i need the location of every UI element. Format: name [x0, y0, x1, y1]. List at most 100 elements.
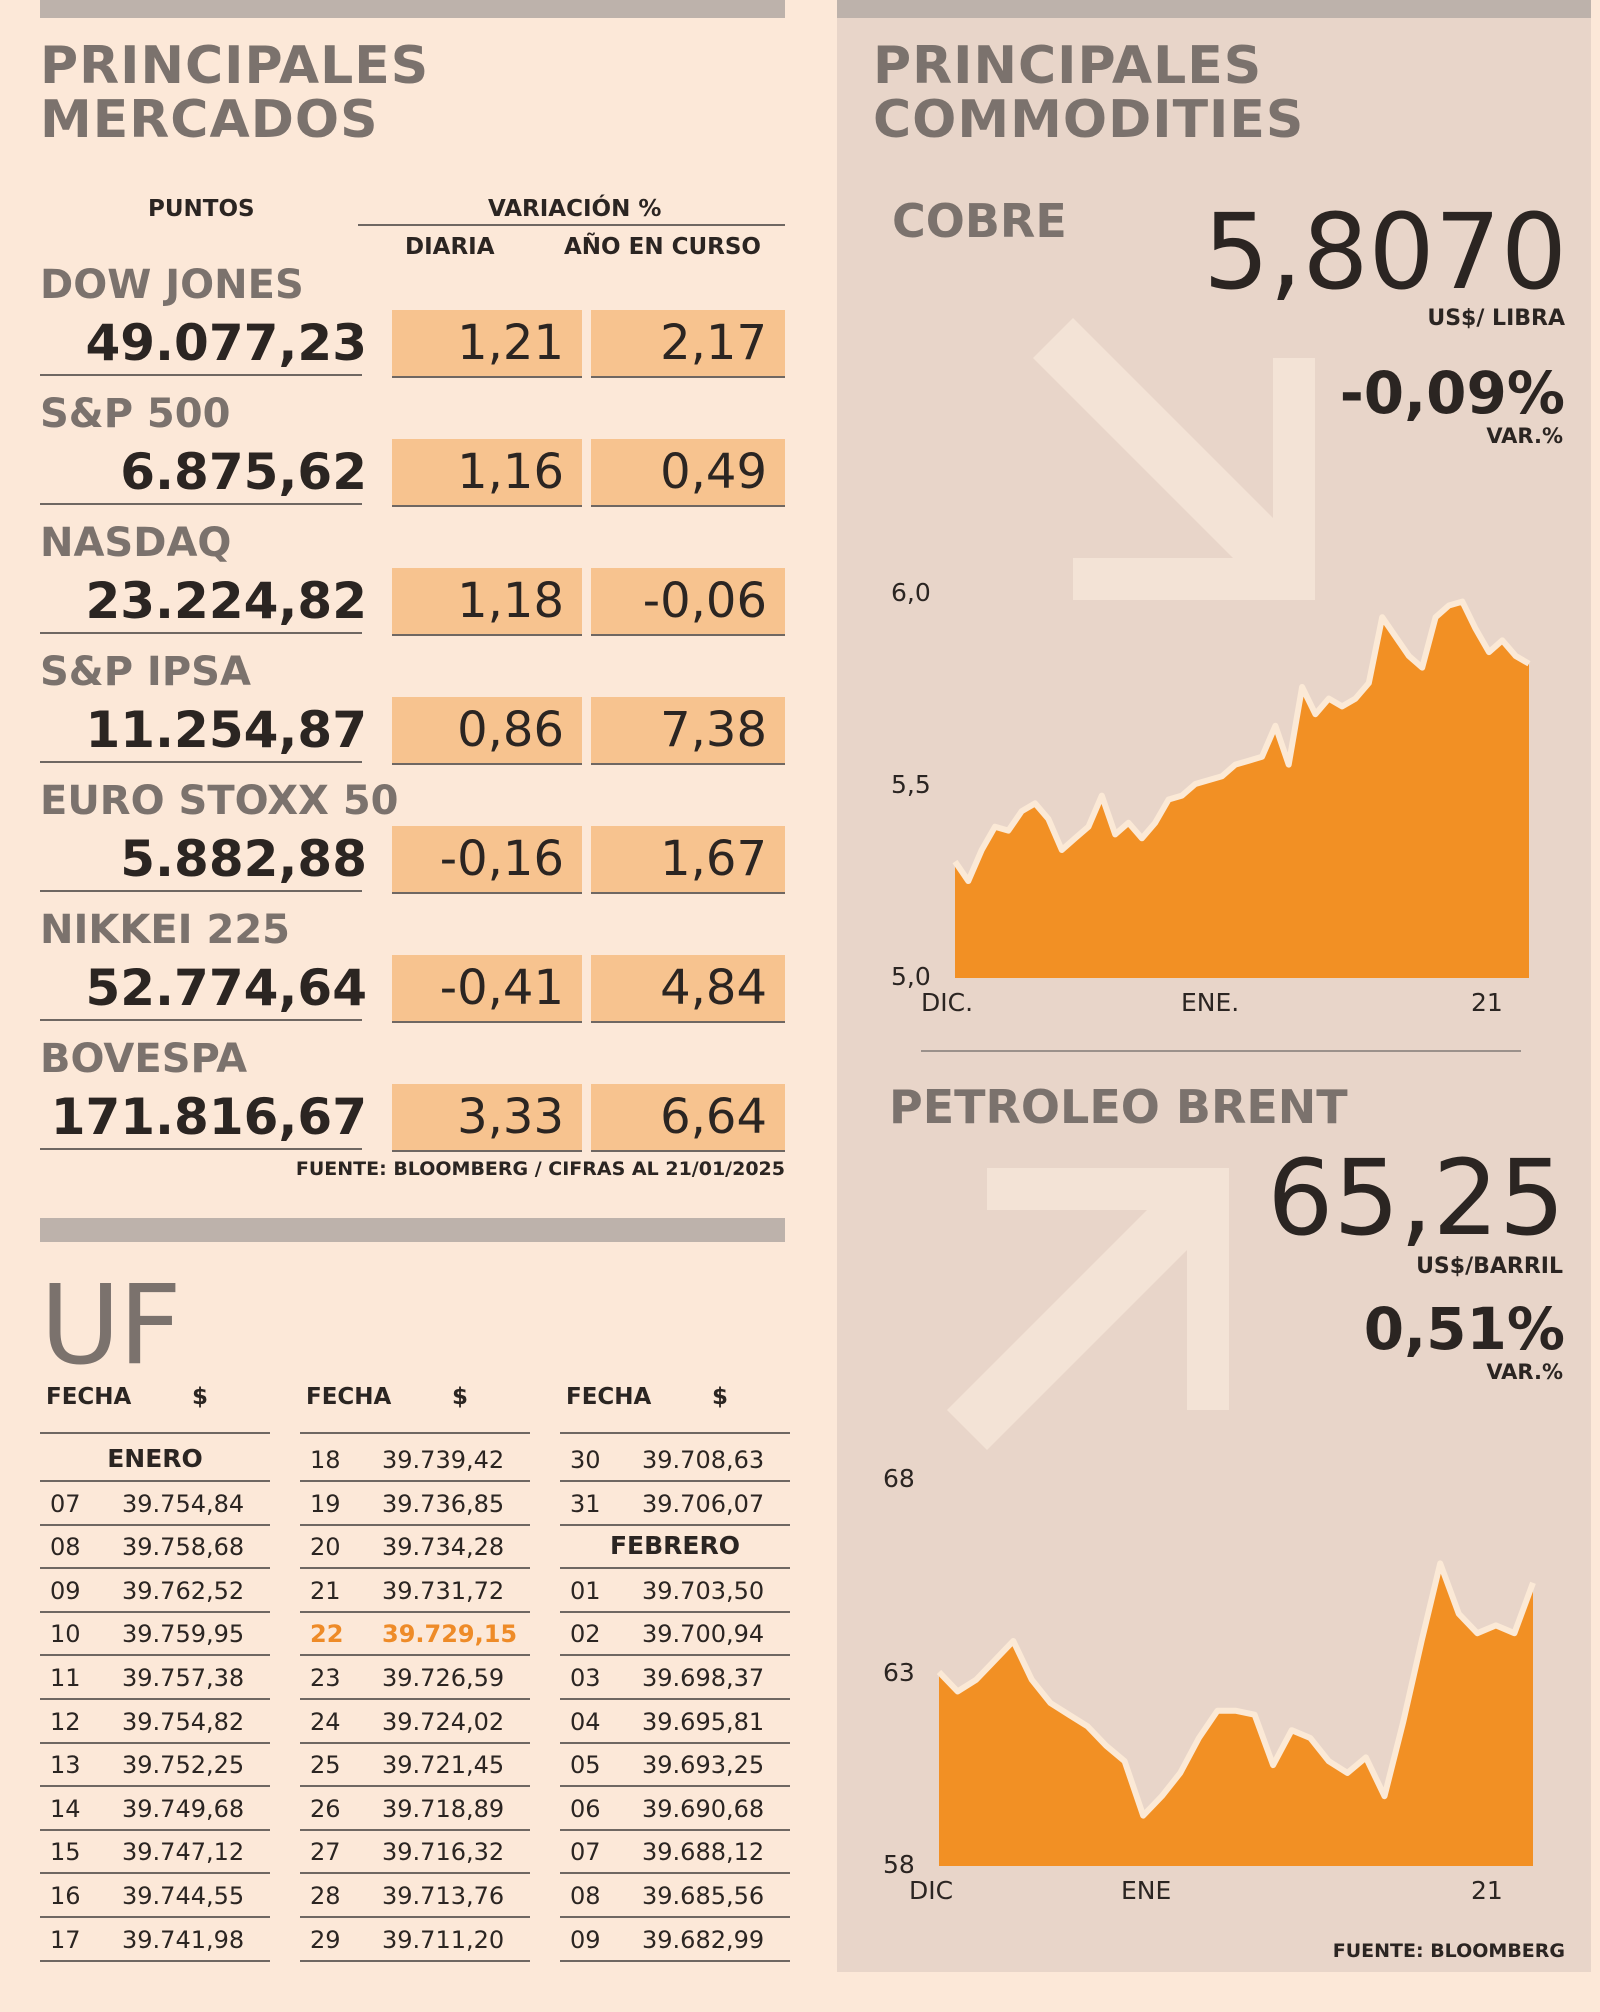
copper-ytick-0: 6,0: [891, 578, 931, 607]
market-points: 171.816,67: [50, 1088, 367, 1146]
uf-value: 39.731,72: [382, 1576, 505, 1605]
copper-xtick-2: 21: [1471, 988, 1503, 1017]
market-row-underline: [40, 1019, 362, 1021]
uf-row-line: [40, 1959, 270, 1962]
uf-row-line: [300, 1959, 530, 1962]
uf-row-line: [300, 1916, 530, 1918]
uf-date: 06: [570, 1794, 601, 1823]
uf-row-line: [40, 1916, 270, 1918]
market-points: 11.254,87: [85, 701, 367, 759]
uf-date: 01: [570, 1576, 601, 1605]
uf-date: 03: [570, 1664, 601, 1692]
market-daily-change: 0,86: [392, 697, 582, 765]
uf-row-line: [40, 1567, 270, 1570]
uf-row-line: [40, 1872, 270, 1875]
uf-value: 39.688,12: [642, 1838, 765, 1867]
uf-date: 18: [310, 1446, 341, 1474]
brent-ytick-2: 58: [883, 1850, 915, 1879]
uf-month-label: FEBRERO: [609, 1531, 741, 1561]
arrow-up-right-icon: [947, 1168, 1229, 1450]
market-row-underline: [40, 761, 362, 763]
uf-date: 09: [50, 1576, 81, 1605]
uf-value: 39.682,99: [642, 1925, 765, 1954]
uf-value: 39.724,02: [382, 1707, 505, 1736]
market-name: NASDAQ: [40, 520, 232, 566]
uf-date: 07: [50, 1489, 81, 1518]
uf-value: 39.741,98: [122, 1925, 245, 1954]
uf-value: 39.706,07: [642, 1489, 765, 1518]
market-row-underline: [40, 632, 362, 634]
uf-value: 39.754,84: [122, 1489, 245, 1518]
brent-chart: [936, 1560, 1536, 1866]
market-ytd-change: 1,67: [591, 826, 785, 894]
copper-unit: US$/ LIBRA: [1427, 306, 1565, 331]
market-name: EURO STOXX 50: [40, 778, 399, 824]
uf-row-line: [300, 1698, 530, 1700]
uf-value: 39.734,28: [382, 1533, 505, 1562]
uf-date: 16: [50, 1882, 81, 1910]
brent-ytick-1: 63: [883, 1658, 915, 1687]
brent-xtick-2: 21: [1471, 1876, 1503, 1905]
uf-value: 39.721,45: [382, 1751, 505, 1780]
market-name: S&P 500: [40, 391, 231, 437]
uf-row-line: [40, 1828, 270, 1831]
uf-header-line: [560, 1432, 790, 1434]
commodities-divider: [921, 1050, 1521, 1052]
uf-row-line: [40, 1698, 270, 1700]
uf-date: 09: [570, 1925, 601, 1954]
uf-date: 11: [50, 1664, 81, 1692]
market-name: BOVESPA: [40, 1036, 248, 1082]
uf-value: 39.718,89: [382, 1794, 505, 1823]
brent-ytick-0: 68: [883, 1464, 915, 1493]
uf-date: 20: [310, 1533, 341, 1562]
uf-row-line: [560, 1523, 790, 1526]
copper-xtick-1: ENE.: [1181, 988, 1240, 1017]
market-points: 52.774,64: [85, 959, 367, 1017]
col-header-ytd: AÑO EN CURSO: [564, 234, 761, 260]
uf-col-header-date: FECHA: [566, 1384, 652, 1410]
uf-date: 14: [50, 1794, 81, 1823]
uf-row-line: [300, 1610, 530, 1613]
brent-xtick-1: ENE: [1121, 1876, 1172, 1905]
market-name: DOW JONES: [40, 262, 304, 308]
uf-date: 30: [570, 1446, 601, 1474]
uf-row-line: [560, 1741, 790, 1744]
uf-row-line: [300, 1741, 530, 1744]
uf-date: 04: [570, 1707, 601, 1736]
market-ytd-change: 7,38: [591, 697, 785, 765]
uf-value: 39.749,68: [122, 1794, 245, 1823]
uf-date: 07: [570, 1838, 601, 1867]
uf-value: 39.703,50: [642, 1576, 765, 1605]
uf-value: 39.757,38: [122, 1664, 245, 1692]
brent-change: 0,51%: [1363, 1295, 1565, 1363]
uf-row-line: [560, 1828, 790, 1831]
uf-header-line: [40, 1432, 270, 1434]
market-ytd-change: 0,49: [591, 439, 785, 507]
market-points: 6.875,62: [120, 443, 367, 501]
series-line: [936, 1560, 1536, 1819]
uf-date: 22: [310, 1620, 344, 1649]
uf-row-line: [300, 1523, 530, 1526]
uf-date: 17: [50, 1925, 81, 1954]
commodities-title-line1: PRINCIPALES: [873, 36, 1263, 96]
uf-row-line: [560, 1654, 790, 1657]
brent-name: PETROLEO BRENT: [889, 1080, 1348, 1134]
uf-value: 39.695,81: [642, 1707, 765, 1736]
brent-unit: US$/BARRIL: [1416, 1254, 1563, 1279]
brent-change-label: VAR.%: [1486, 1360, 1563, 1384]
uf-date: 02: [570, 1620, 601, 1649]
uf-header-line: [300, 1432, 530, 1434]
uf-date: 05: [570, 1751, 601, 1780]
uf-value: 39.744,55: [122, 1882, 245, 1910]
market-points: 23.224,82: [85, 572, 367, 630]
col-header-variation: VARIACIÓN %: [488, 196, 662, 222]
uf-value: 39.754,82: [122, 1707, 245, 1736]
copper-ytick-1: 5,5: [891, 770, 931, 799]
copper-name: COBRE: [892, 194, 1067, 248]
uf-value: 39.690,68: [642, 1794, 765, 1823]
uf-row-line: [40, 1741, 270, 1744]
uf-row-line: [560, 1610, 790, 1613]
uf-value: 39.693,25: [642, 1751, 765, 1780]
copper-chart: [952, 598, 1531, 978]
uf-row-line: [300, 1872, 530, 1875]
